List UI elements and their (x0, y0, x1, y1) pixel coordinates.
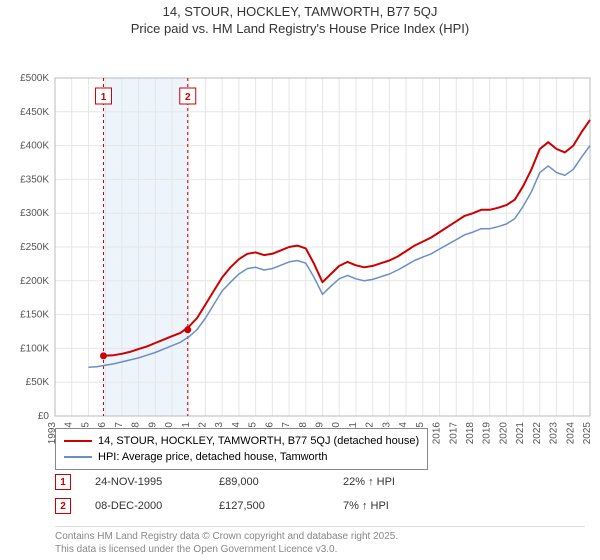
svg-text:2016: 2016 (432, 422, 443, 445)
footer-line1: Contains HM Land Registry data © Crown c… (55, 530, 585, 543)
sale-price-2: £127,500 (219, 500, 319, 512)
svg-text:2024: 2024 (565, 422, 576, 445)
line-chart-svg: £0 £50K £100K £150K £200K £250K £300K £350K £400… (0, 36, 600, 456)
footer: Contains HM Land Registry data © Crown c… (55, 526, 585, 556)
svg-text:2023: 2023 (549, 422, 560, 445)
svg-text:2: 2 (185, 92, 191, 103)
svg-text:£50K: £50K (26, 377, 50, 388)
svg-text:2017: 2017 (448, 422, 459, 445)
legend-swatch-hpi (64, 456, 92, 458)
chart-container: 14, STOUR, HOCKLEY, TAMWORTH, B77 5QJ Pr… (0, 0, 600, 560)
legend-row-property: 14, STOUR, HOCKLEY, TAMWORTH, B77 5QJ (d… (64, 433, 419, 449)
sale-badge-2: 2 (55, 498, 71, 514)
sale-pct-2: 7% ↑ HPI (343, 500, 443, 512)
svg-text:2025: 2025 (582, 422, 593, 445)
svg-text:£0: £0 (38, 411, 50, 422)
svg-text:£450K: £450K (20, 107, 49, 118)
legend-row-hpi: HPI: Average price, detached house, Tamw… (64, 449, 419, 465)
svg-text:£300K: £300K (20, 208, 49, 219)
legend-label-hpi: HPI: Average price, detached house, Tamw… (98, 449, 328, 465)
sale-price-1: £89,000 (219, 476, 319, 488)
svg-text:£350K: £350K (20, 174, 49, 185)
svg-text:2022: 2022 (532, 422, 543, 445)
svg-text:1: 1 (101, 92, 107, 103)
svg-text:£500K: £500K (20, 73, 49, 84)
footer-line2: This data is licensed under the Open Gov… (55, 543, 585, 556)
sale-badge-1: 1 (55, 474, 71, 490)
svg-text:2021: 2021 (515, 422, 526, 445)
sale-date-2: 08-DEC-2000 (95, 500, 195, 512)
svg-text:2018: 2018 (465, 422, 476, 445)
sale-date-1: 24-NOV-1995 (95, 476, 195, 488)
legend-swatch-property (64, 440, 92, 442)
sale-row-2: 2 08-DEC-2000 £127,500 7% ↑ HPI (55, 498, 443, 514)
svg-text:£200K: £200K (20, 276, 49, 287)
svg-text:£400K: £400K (20, 141, 49, 152)
svg-text:£250K: £250K (20, 242, 49, 253)
sale-pct-1: 22% ↑ HPI (343, 476, 443, 488)
legend-box: 14, STOUR, HOCKLEY, TAMWORTH, B77 5QJ (d… (55, 428, 428, 470)
legend-label-property: 14, STOUR, HOCKLEY, TAMWORTH, B77 5QJ (d… (98, 433, 419, 449)
chart-title-line2: Price paid vs. HM Land Registry's House … (0, 19, 600, 36)
svg-text:£100K: £100K (20, 343, 49, 354)
svg-text:£150K: £150K (20, 310, 49, 321)
chart-title-line1: 14, STOUR, HOCKLEY, TAMWORTH, B77 5QJ (0, 0, 600, 19)
chart-area: 14, STOUR, HOCKLEY, TAMWORTH, B77 5QJ Pr… (0, 0, 600, 420)
sale-row-1: 1 24-NOV-1995 £89,000 22% ↑ HPI (55, 474, 443, 490)
svg-text:2020: 2020 (498, 422, 509, 445)
svg-text:2019: 2019 (482, 422, 493, 445)
